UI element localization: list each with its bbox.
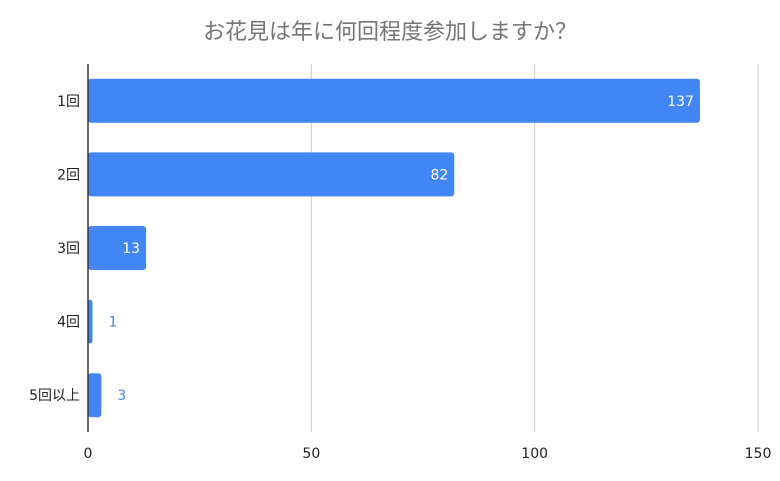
x-tick-label-1: 50 [302,446,320,462]
category-label-2: 2回 [57,167,80,183]
x-tick-label-2: 100 [521,446,548,462]
bar-5 [88,373,102,418]
bar-4 [88,299,93,344]
data-label-5: 3 [117,388,126,404]
data-label-2: 82 [430,167,448,183]
chart-title: お花見は年に何回程度参加しますか？ [202,20,577,45]
data-label-3: 13 [122,241,140,257]
bar-1 [88,78,700,123]
category-label-3: 3回 [57,241,80,257]
x-tick-label-3: 150 [745,446,772,462]
category-label-5: 5回以上 [29,388,80,404]
bar-3 [88,226,147,270]
data-label-1: 137 [667,94,694,110]
x-tick-label-0: 0 [84,446,93,462]
data-label-4: 1 [108,315,117,331]
category-label-4: 4回 [57,315,80,331]
bar-2 [88,152,455,197]
category-label-1: 1回 [57,94,80,110]
